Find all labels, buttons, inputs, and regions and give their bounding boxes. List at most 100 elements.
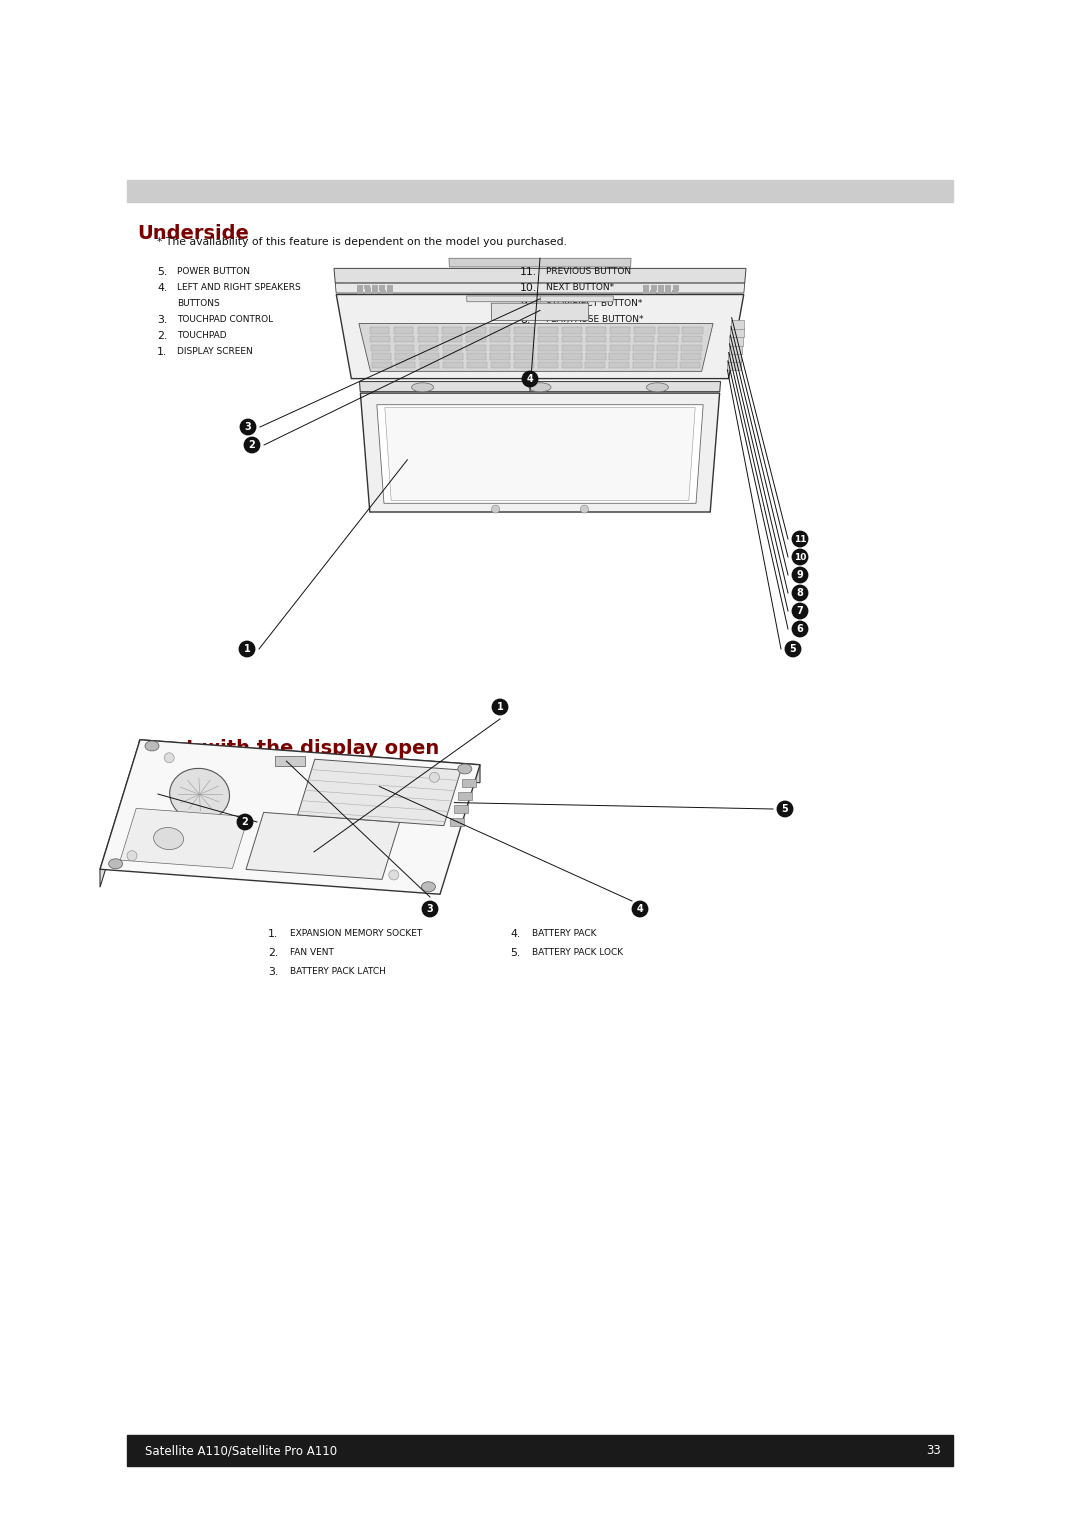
Bar xyxy=(490,327,510,334)
Text: 10.: 10. xyxy=(519,282,537,293)
Bar xyxy=(665,287,672,292)
Bar xyxy=(680,362,700,368)
Text: 3: 3 xyxy=(245,421,252,432)
Bar xyxy=(680,353,701,360)
Bar xyxy=(462,779,476,788)
Text: 7.: 7. xyxy=(519,331,530,341)
Text: 2.: 2. xyxy=(268,948,279,957)
Circle shape xyxy=(240,641,255,657)
Text: PREVIOUS BUTTON: PREVIOUS BUTTON xyxy=(546,267,631,276)
Bar xyxy=(658,287,664,292)
Text: 1: 1 xyxy=(244,644,251,654)
Bar xyxy=(357,287,363,292)
Polygon shape xyxy=(335,282,745,293)
Bar xyxy=(373,290,378,293)
Bar xyxy=(586,336,606,342)
Text: 2.: 2. xyxy=(157,331,167,341)
Bar xyxy=(490,336,510,342)
Circle shape xyxy=(492,699,508,715)
Text: 1.: 1. xyxy=(157,347,167,357)
Bar xyxy=(728,360,741,370)
Text: DISPLAY SCREEN: DISPLAY SCREEN xyxy=(177,347,253,356)
Ellipse shape xyxy=(153,828,184,849)
Text: 1: 1 xyxy=(497,702,503,712)
Bar xyxy=(729,336,743,345)
Circle shape xyxy=(238,814,253,829)
Polygon shape xyxy=(384,408,696,501)
Text: 5: 5 xyxy=(789,644,796,654)
Text: BUTTONS: BUTTONS xyxy=(177,299,219,308)
Bar xyxy=(681,336,702,342)
Bar xyxy=(127,180,953,202)
Text: TOUCHPAD: TOUCHPAD xyxy=(177,331,227,341)
Polygon shape xyxy=(377,405,703,504)
Bar xyxy=(538,362,557,368)
Bar xyxy=(387,287,393,292)
Polygon shape xyxy=(336,295,744,379)
Bar xyxy=(609,362,629,368)
Circle shape xyxy=(793,567,808,583)
Bar xyxy=(418,336,437,342)
Circle shape xyxy=(422,901,437,916)
Polygon shape xyxy=(334,269,746,282)
Bar xyxy=(365,287,370,292)
Text: 5.: 5. xyxy=(510,948,521,957)
Text: 3: 3 xyxy=(427,904,433,915)
Bar xyxy=(387,290,393,293)
Bar xyxy=(633,362,652,368)
Bar xyxy=(729,344,742,354)
Bar xyxy=(650,286,657,289)
Bar xyxy=(658,327,678,334)
Circle shape xyxy=(793,621,808,637)
Bar xyxy=(673,290,678,293)
Circle shape xyxy=(793,603,808,618)
Bar xyxy=(514,345,534,351)
Circle shape xyxy=(127,851,137,861)
Bar xyxy=(394,327,414,334)
Text: STOP/EJECT BUTTON*: STOP/EJECT BUTTON* xyxy=(546,299,643,308)
Text: EXPANSION MEMORY SOCKET: EXPANSION MEMORY SOCKET xyxy=(291,928,422,938)
Text: 8.: 8. xyxy=(519,315,530,325)
Circle shape xyxy=(164,753,174,764)
Text: 4.: 4. xyxy=(510,928,521,939)
Bar xyxy=(274,756,305,767)
Circle shape xyxy=(793,585,808,600)
Text: BATTERY PACK LOCK: BATTERY PACK LOCK xyxy=(532,948,623,957)
Bar xyxy=(634,345,653,351)
Bar xyxy=(370,345,391,351)
Bar xyxy=(538,353,558,360)
Bar xyxy=(728,353,742,362)
Text: 4.: 4. xyxy=(157,282,167,293)
Text: 2: 2 xyxy=(248,440,255,450)
Bar xyxy=(458,793,472,800)
Bar xyxy=(395,353,415,360)
Bar xyxy=(650,290,657,293)
Bar xyxy=(634,336,654,342)
Circle shape xyxy=(580,505,589,513)
Circle shape xyxy=(523,371,538,386)
Bar xyxy=(514,327,534,334)
Text: 6: 6 xyxy=(797,625,804,634)
Bar xyxy=(658,336,678,342)
Bar xyxy=(449,818,463,826)
Text: MEDIA PLAYER BUTTON*: MEDIA PLAYER BUTTON* xyxy=(546,331,656,341)
Text: NEXT BUTTON*: NEXT BUTTON* xyxy=(546,282,615,292)
Bar xyxy=(658,345,677,351)
Text: 6.: 6. xyxy=(519,347,530,357)
Ellipse shape xyxy=(411,383,433,392)
Bar xyxy=(562,362,581,368)
Bar xyxy=(658,290,664,293)
Polygon shape xyxy=(140,739,480,783)
Ellipse shape xyxy=(421,881,435,892)
Bar xyxy=(443,362,463,368)
Text: 33: 33 xyxy=(926,1445,941,1457)
Bar xyxy=(683,327,703,334)
Bar xyxy=(562,327,582,334)
Bar xyxy=(562,345,582,351)
Circle shape xyxy=(793,550,808,565)
Ellipse shape xyxy=(109,858,123,869)
Bar xyxy=(467,336,486,342)
Bar xyxy=(681,345,702,351)
Text: 8: 8 xyxy=(797,588,804,599)
Text: 9.: 9. xyxy=(519,299,530,308)
